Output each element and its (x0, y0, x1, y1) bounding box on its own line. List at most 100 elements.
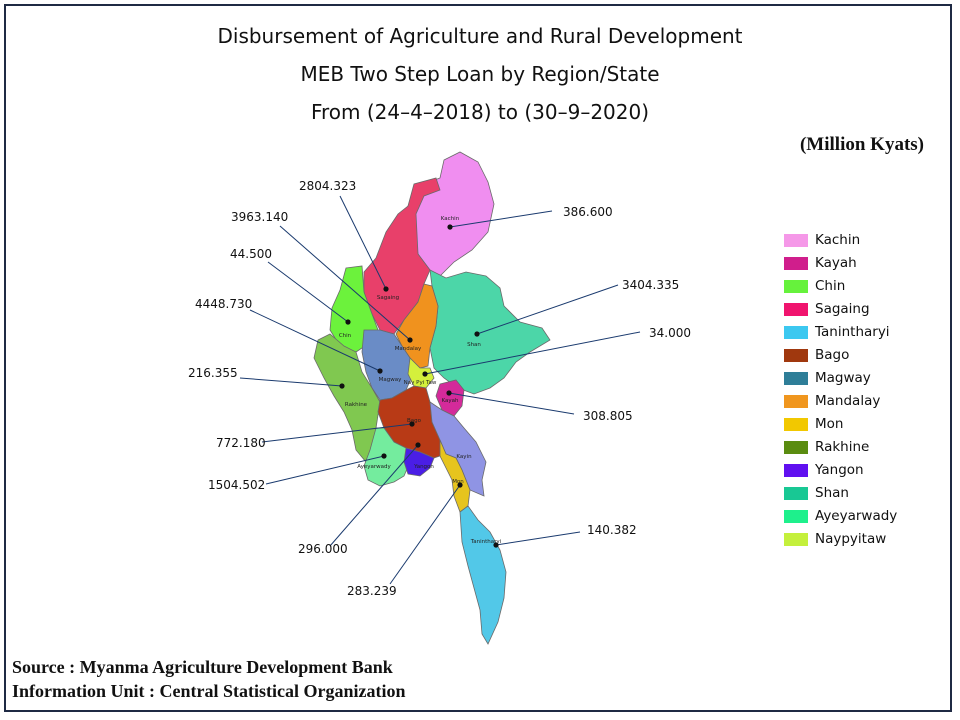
value-label-mandalay: 3963.140 (231, 210, 288, 224)
legend-label: Magway (815, 370, 871, 386)
value-label-chin: 44.500 (230, 247, 272, 261)
map-label-rakhine: Rakhine (345, 402, 368, 408)
region-tanintharyi (459, 505, 507, 645)
map-label-mon: Mon (452, 479, 464, 485)
region-kayah (435, 379, 465, 417)
legend-swatch (784, 372, 808, 385)
dot-ayeyarwady (381, 453, 387, 459)
leader-line-magway (249, 309, 381, 372)
dot-yangon (415, 442, 421, 448)
map-label-mandalay: Mandalay (395, 346, 422, 352)
information-unit-line: Information Unit : Central Statistical O… (12, 681, 406, 701)
leader-lines (239, 195, 641, 585)
region-shapes (313, 151, 551, 645)
legend-swatch (784, 395, 808, 408)
map-label-chin: Chin (339, 333, 352, 339)
dot-magway (377, 368, 383, 374)
value-label-magway: 4448.730 (195, 297, 252, 311)
region-shan (429, 269, 551, 395)
value-label-ayeyarwady: 1504.502 (208, 478, 265, 492)
legend-label: Mon (815, 416, 844, 432)
leader-line-rakhine (239, 377, 343, 387)
leader-line-tanintharyi (495, 531, 581, 546)
leader-line-mon (389, 484, 461, 585)
dot-chin (345, 319, 351, 325)
leader-line-naypyitaw (424, 331, 641, 375)
legend-label: Yangon (815, 462, 864, 478)
map-label-kayah: Kayah (442, 398, 460, 404)
dot-kachin (447, 224, 453, 230)
legend-label: Rakhine (815, 439, 870, 455)
title-line-1: Disbursement of Agriculture and Rural De… (217, 24, 743, 48)
legend-swatch (784, 349, 808, 362)
value-labels: 386.600 2804.323 3963.140 44.500 4448.73… (188, 179, 691, 598)
title-line-3: From (24–4–2018) to (30–9–2020) (310, 100, 650, 124)
source-line: Source : Myanma Agriculture Development … (12, 657, 393, 677)
map-label-naypyitaw: Nay Pyi Taw (404, 380, 437, 386)
legend-label: Chin (815, 278, 846, 294)
dot-shan (474, 331, 480, 337)
legend-swatch (784, 510, 808, 523)
leader-line-yangon (329, 444, 419, 547)
legend-swatch (784, 418, 808, 431)
map-label-bago: Bago (407, 418, 422, 424)
region-name-labels: Kachin Sagaing Mandalay Chin Magway Shan… (339, 216, 502, 545)
value-label-kayah: 308.805 (583, 409, 633, 423)
legend-swatch (784, 533, 808, 546)
dot-naypyitaw (422, 371, 428, 377)
dot-rakhine (339, 383, 345, 389)
map-label-sagaing: Sagaing (377, 295, 399, 301)
legend-swatch (784, 464, 808, 477)
leader-line-sagaing (339, 195, 387, 290)
legend-swatch (784, 257, 808, 270)
map-label-ayeyarwady: Ayeyarwady (357, 464, 391, 470)
map-label-magway: Magway (379, 377, 402, 383)
legend-label: Bago (815, 347, 850, 363)
dot-mon (457, 482, 463, 488)
value-label-sagaing: 2804.323 (299, 179, 356, 193)
legend-swatch (784, 303, 808, 316)
legend-label: Sagaing (815, 301, 870, 317)
legend-label: Tanintharyi (815, 324, 890, 340)
value-label-shan: 3404.335 (622, 278, 679, 292)
leader-line-bago (261, 423, 413, 443)
leader-line-kayah (448, 392, 575, 415)
value-label-kachin: 386.600 (563, 205, 613, 219)
map-label-shan: Shan (467, 342, 481, 348)
map-label-kachin: Kachin (441, 216, 460, 222)
dot-sagaing (383, 286, 389, 292)
map-label-kayin: Kayin (456, 454, 472, 460)
value-label-yangon: 296.000 (298, 542, 348, 556)
leader-line-shan (476, 284, 619, 335)
leader-line-chin (267, 261, 349, 323)
legend-label: Kachin (815, 232, 861, 248)
unit-label: (Million Kyats) (799, 134, 924, 155)
value-label-bago: 772.180 (216, 436, 266, 450)
leader-line-ayeyarwady (265, 455, 385, 485)
title-line-2: MEB Two Step Loan by Region/State (300, 62, 660, 86)
map-label-tanintharyi: Tanintharyi (470, 539, 502, 545)
value-label-rakhine: 216.355 (188, 366, 238, 380)
map-label-yangon: Yangon (413, 464, 434, 470)
leader-line-mandalay (279, 225, 411, 341)
legend-swatch (784, 234, 808, 247)
legend-swatch (784, 280, 808, 293)
value-label-mon: 283.239 (347, 584, 397, 598)
legend-swatch (784, 326, 808, 339)
value-label-naypyitaw: 34.000 (649, 326, 691, 340)
dot-mandalay (407, 337, 413, 343)
location-dots (339, 224, 499, 548)
value-label-tanintharyi: 140.382 (587, 523, 637, 537)
legend-label: Mandalay (815, 393, 881, 409)
legend-label: Shan (815, 485, 849, 501)
region-naypyitaw (407, 357, 435, 389)
legend-label: Kayah (815, 255, 857, 271)
dot-kayah (446, 390, 452, 396)
leader-line-kachin (449, 210, 553, 228)
dot-bago (409, 421, 415, 427)
legend-swatch (784, 441, 808, 454)
legend-swatch (784, 487, 808, 500)
legend-label: Ayeyarwady (815, 508, 898, 524)
legend-label: Naypyitaw (815, 531, 887, 547)
